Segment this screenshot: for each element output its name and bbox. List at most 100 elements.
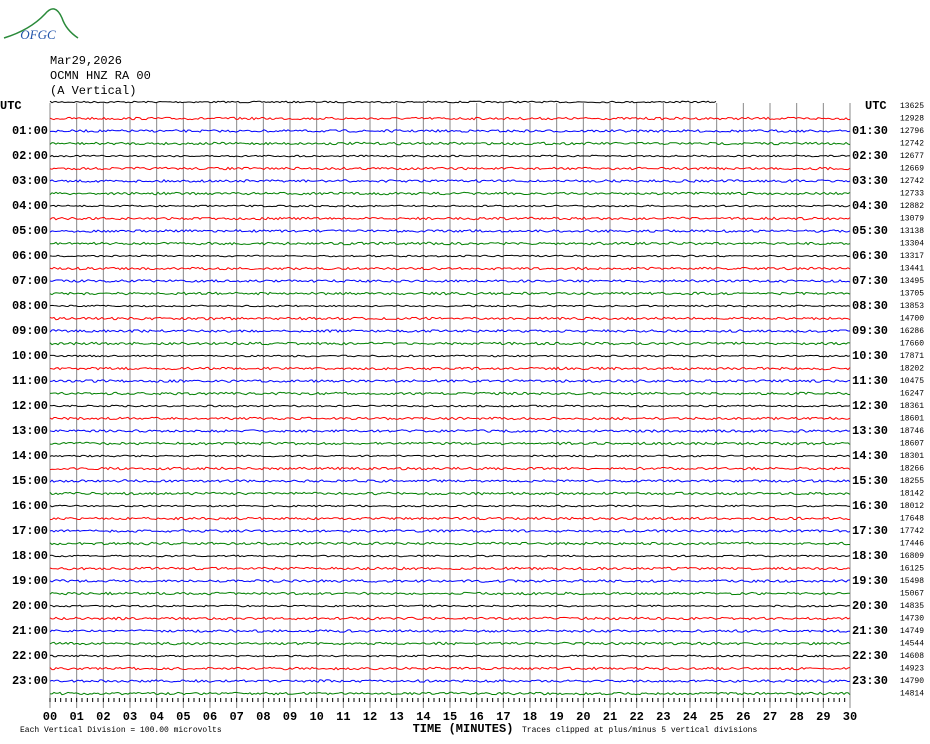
trace (49, 541, 850, 546)
row-value: 14814 (900, 690, 924, 699)
trace (49, 379, 851, 383)
trace (49, 304, 851, 308)
x-tick-label: 01 (69, 710, 83, 724)
trace (49, 566, 851, 571)
right-time-label: 14:30 (852, 449, 888, 463)
trace (49, 416, 851, 421)
row-value: 13853 (900, 302, 924, 311)
trace (49, 129, 851, 133)
row-value: 17742 (900, 527, 924, 536)
trace (49, 579, 851, 583)
row-value: 18202 (900, 365, 924, 374)
right-time-label: 03:30 (852, 174, 888, 188)
right-time-label: 08:30 (852, 299, 888, 313)
row-value: 14749 (900, 627, 924, 636)
x-tick-label: 07 (229, 710, 243, 724)
logo-wave (3, 8, 79, 39)
right-time-label: 12:30 (852, 399, 888, 413)
row-value: 18361 (900, 402, 924, 411)
right-time-label: 11:30 (852, 374, 888, 388)
row-value: 12796 (900, 127, 924, 136)
row-value: 18746 (900, 427, 924, 436)
row-value: 13079 (900, 215, 924, 224)
x-tick-label: 27 (763, 710, 777, 724)
left-time-label: 23:00 (12, 674, 48, 688)
row-value: 18301 (900, 452, 924, 461)
logo-text: OFGC (20, 27, 56, 42)
row-value: 14790 (900, 677, 924, 686)
trace (49, 166, 851, 171)
left-time-label: 02:00 (12, 149, 48, 163)
x-tick-label: 29 (816, 710, 830, 724)
right-time-label: 15:30 (852, 474, 888, 488)
station: OCMN HNZ RA 00 (50, 69, 151, 83)
right-time-label: 06:30 (852, 249, 888, 263)
trace (49, 591, 851, 596)
row-value: 18607 (900, 440, 924, 449)
row-value: 12677 (900, 152, 924, 161)
row-value: 18266 (900, 465, 924, 474)
row-value: 18142 (900, 490, 924, 499)
date: Mar29,2026 (50, 54, 122, 68)
row-value: 14923 (900, 665, 924, 674)
right-time-label: 01:30 (852, 124, 888, 138)
left-time-label: 05:00 (12, 224, 48, 238)
row-value: 16125 (900, 565, 924, 574)
x-tick-label: 12 (363, 710, 377, 724)
right-time-label: 20:30 (852, 599, 888, 613)
row-value: 14544 (900, 640, 924, 649)
trace (49, 441, 851, 446)
trace (49, 316, 851, 321)
right-time-label: 17:30 (852, 524, 888, 538)
trace (49, 666, 851, 671)
trace (49, 391, 851, 396)
left-time-label: 22:00 (12, 649, 48, 663)
right-header: UTC (865, 99, 887, 113)
row-value: 15498 (900, 577, 924, 586)
x-tick-label: 08 (256, 710, 270, 724)
left-time-label: 10:00 (12, 349, 48, 363)
right-time-label: 02:30 (852, 149, 888, 163)
x-tick-label: 21 (603, 710, 617, 724)
trace (49, 241, 851, 246)
x-tick-label: 06 (203, 710, 217, 724)
left-time-label: 04:00 (12, 199, 48, 213)
left-time-label: 07:00 (12, 274, 48, 288)
row-value: 18601 (900, 415, 924, 424)
row-value: 12669 (900, 165, 924, 174)
left-time-label: 06:00 (12, 249, 48, 263)
row-value: 13317 (900, 252, 924, 261)
x-tick-label: 17 (496, 710, 510, 724)
trace (49, 529, 851, 533)
row-value: 13304 (900, 240, 924, 249)
row-value: 17660 (900, 340, 924, 349)
x-tick-label: 28 (789, 710, 803, 724)
right-time-label: 05:30 (852, 224, 888, 238)
row-value: 12742 (900, 140, 924, 149)
trace (49, 516, 851, 521)
right-time-label: 23:30 (852, 674, 888, 688)
right-time-label: 18:30 (852, 549, 888, 563)
left-time-label: 09:00 (12, 324, 48, 338)
right-time-label: 13:30 (852, 424, 888, 438)
right-time-label: 21:30 (852, 624, 888, 638)
row-value: 13441 (900, 265, 924, 274)
trace (49, 366, 851, 371)
x-tick-label: 30 (843, 710, 857, 724)
left-time-label: 11:00 (12, 374, 48, 388)
trace (49, 341, 851, 346)
right-time-label: 19:30 (852, 574, 888, 588)
right-time-label: 04:30 (852, 199, 888, 213)
row-value: 15067 (900, 590, 924, 599)
left-time-label: 16:00 (12, 499, 48, 513)
trace (49, 266, 851, 271)
left-time-label: 01:00 (12, 124, 48, 138)
left-time-label: 13:00 (12, 424, 48, 438)
x-tick-label: 24 (683, 710, 697, 724)
row-value: 14730 (900, 615, 924, 624)
row-value: 18012 (900, 502, 924, 511)
row-value: 17648 (900, 515, 924, 524)
x-tick-label: 15 (443, 710, 457, 724)
trace (49, 429, 851, 433)
